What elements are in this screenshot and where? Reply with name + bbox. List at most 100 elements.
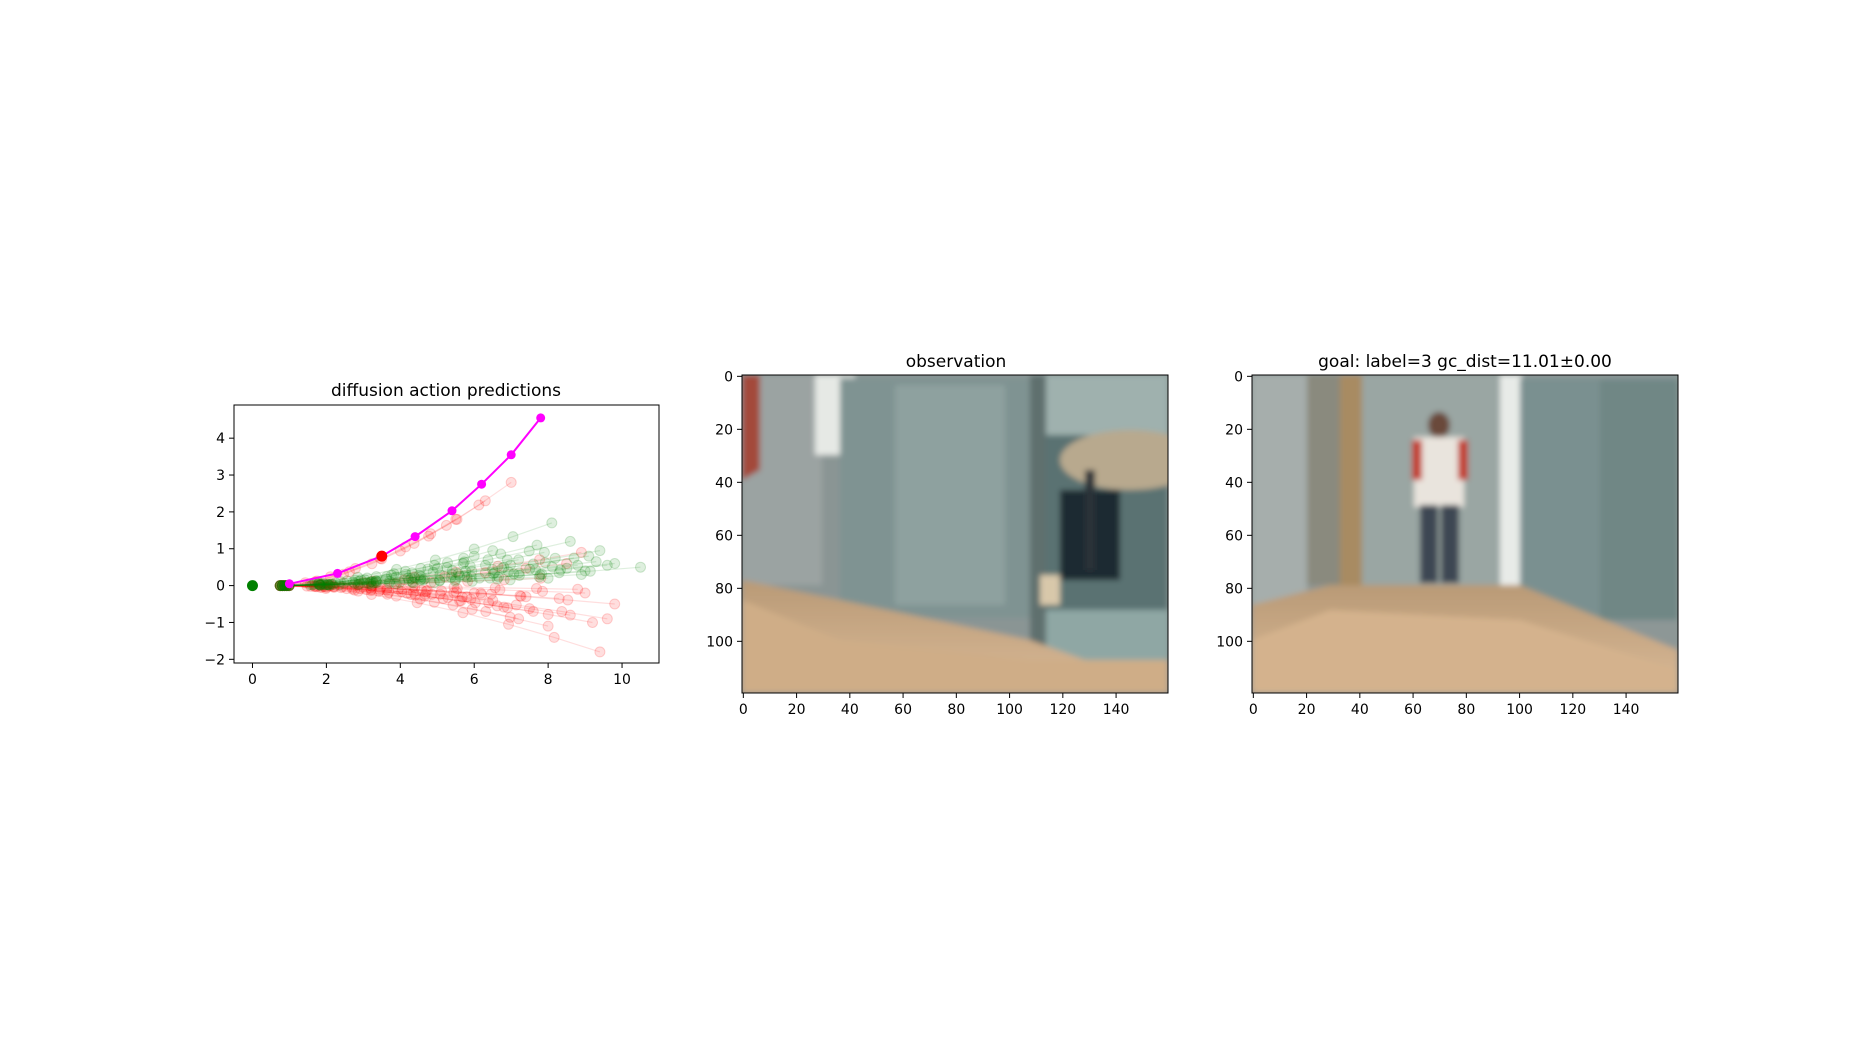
positive-sample-point [386,569,397,581]
x-tick-label: 60 [894,702,912,718]
positive-sample-point [353,575,365,587]
positive-sample-point [452,568,464,580]
negative-sample-point [309,581,321,593]
negative-sample-point [527,605,539,617]
positive-sample-point [491,573,503,585]
negative-sample-line [282,585,527,598]
negative-sample-point [548,631,560,643]
negative-sample-point [476,589,488,601]
negative-sample-point [455,595,467,607]
negative-sample-point [575,546,587,558]
positive-sample-point [314,579,326,591]
positive-sample-point [466,575,478,587]
positive-sample-point [390,571,402,583]
negative-sample-point [328,581,339,593]
negative-sample-point [451,513,463,525]
negative-sample-point [274,580,286,592]
negative-sample-point [473,499,485,511]
positive-sample-point [365,576,376,588]
negative-sample-point [520,591,532,603]
positive-sample-point [403,574,415,586]
negative-sample-point [498,574,510,586]
negative-sample-point [535,572,547,584]
positive-sample-point [445,571,457,583]
positive-sample-line [286,555,475,587]
positive-sample-point [446,565,458,576]
negative-sample-trajectory [279,572,547,592]
negative-sample-point [447,599,459,611]
y-tick-label: −2 [204,652,225,668]
positive-sample-line [280,566,504,587]
y-tick-label: 1 [216,542,225,558]
x-tick-label: 2 [322,672,331,688]
positive-sample-point [368,577,380,589]
positive-sample-point [464,560,476,572]
observation-panel: observation 0 20 40 60 80 10 [706,352,1169,718]
negative-sample-trajectory [283,580,525,625]
positive-sample-point [498,561,510,573]
negative-sample-point [479,567,491,579]
positive-sample-point [449,575,461,587]
positive-sample-line [282,577,549,587]
positive-sample-point [274,580,286,592]
positive-sample-point [355,574,367,586]
negative-sample-point [364,582,376,594]
y-tick-label: 2 [216,505,225,521]
x-tick-label: 120 [1049,702,1076,718]
negative-sample-point [425,528,437,540]
positive-sample-trajectory [276,539,543,592]
positive-sample-point [415,571,427,583]
positive-sample-point [458,556,470,568]
negative-sample-point [367,575,379,587]
positive-sample-point [458,552,470,564]
positive-sample-trajectory [274,517,558,592]
observation-frame [741,374,1169,694]
positive-sample-line [284,562,464,587]
negative-sample-point [407,581,419,593]
positive-sample-point [347,576,359,588]
positive-sample-point [324,578,336,590]
x-tick-label: 120 [1559,702,1586,718]
highlighted-waypoint [376,550,388,562]
negative-sample-point [504,611,516,623]
x-tick-label: 40 [841,702,859,718]
negative-sample-point [498,601,510,613]
negative-sample-point [439,571,451,583]
positive-sample-trajectory [279,546,550,592]
positive-sample-point [400,568,412,580]
y-tick-label: 80 [1225,581,1243,597]
positive-sample-point [415,562,427,574]
negative-sample-point [514,590,526,602]
negative-sample-point [366,589,377,600]
positive-sample-point [384,577,395,589]
positive-sample-line [284,551,545,587]
negative-sample-point [572,583,584,595]
positive-sample-point [536,568,548,580]
negative-sample-point [373,585,385,597]
positive-sample-point [274,580,286,592]
negative-sample-point [542,620,554,632]
negative-sample-point [483,597,495,609]
positive-sample-point [442,557,453,569]
positive-sample-point [501,554,513,566]
negative-sample-point [346,581,358,593]
positive-sample-trajectory [279,563,536,592]
plot-frame [233,404,660,664]
positive-sample-point [513,567,525,579]
negative-sample-point [489,582,501,594]
negative-sample-point [347,583,358,595]
negative-sample-point [451,583,463,595]
positive-sample-point [546,517,558,529]
positive-sample-point [454,570,466,582]
negative-sample-point [601,613,613,625]
positive-sample-point [441,562,453,573]
negative-sample-point [462,575,474,587]
negative-sample-point [491,600,503,612]
positive-sample-point [468,543,480,555]
negative-sample-trajectory [276,580,513,614]
positive-sample-point [523,545,535,557]
positive-sample-point [427,566,439,578]
positive-sample-point [384,575,396,587]
positive-sample-point [366,576,377,588]
positive-sample-point [465,571,477,583]
